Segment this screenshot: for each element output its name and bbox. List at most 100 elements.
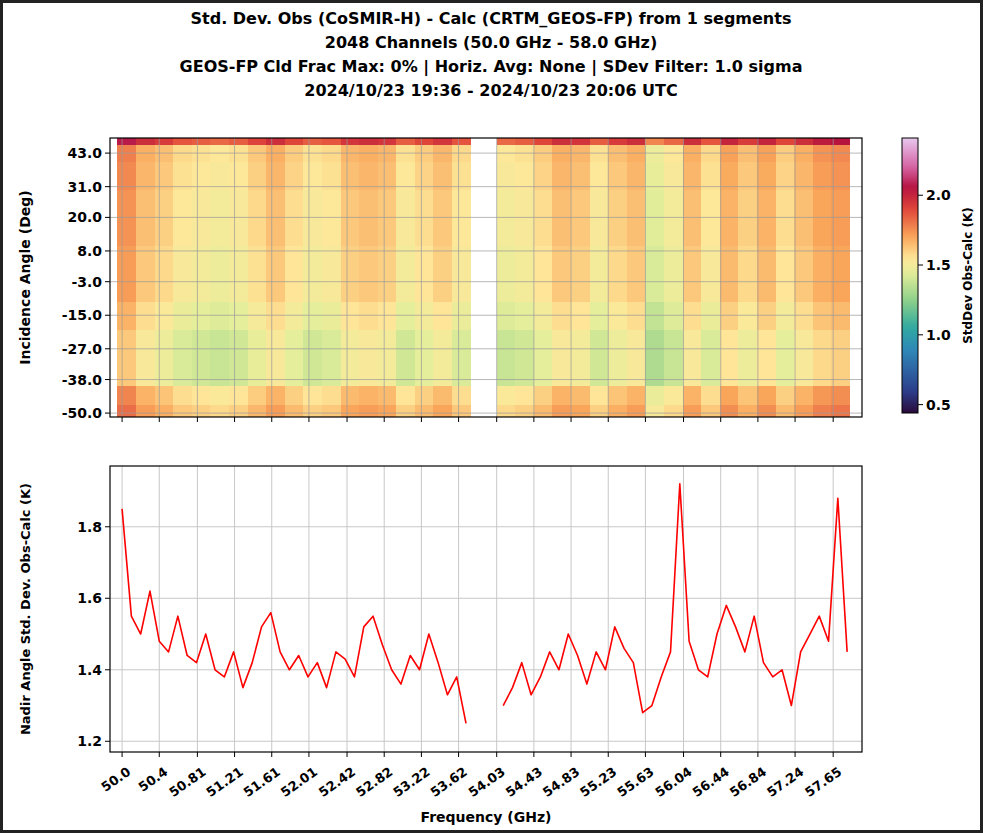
heatmap-cell bbox=[683, 329, 702, 357]
heatmap-cell bbox=[415, 217, 434, 245]
heatmap-cell bbox=[359, 405, 378, 417]
heatmap-cell bbox=[831, 385, 850, 405]
heatmap-cell bbox=[831, 217, 850, 245]
tick-label: -3.0 bbox=[71, 274, 102, 290]
heatmap-cell bbox=[136, 161, 155, 189]
heatmap-cell bbox=[136, 329, 155, 357]
heatmap-cell bbox=[720, 217, 739, 245]
grid-line bbox=[159, 466, 160, 752]
heatmap-cell bbox=[266, 161, 285, 189]
heatmap-cell bbox=[378, 385, 397, 405]
plot-frame bbox=[110, 138, 862, 417]
heatmap-cell bbox=[794, 217, 813, 245]
heatmap-cell bbox=[229, 161, 248, 189]
tick-label: 1.0 bbox=[926, 327, 951, 343]
heatmap-cell bbox=[452, 161, 471, 189]
heatmap-cell bbox=[210, 405, 229, 417]
heatmap-cell bbox=[738, 189, 757, 217]
heatmap-cell bbox=[813, 217, 832, 245]
heatmap-cell bbox=[608, 217, 627, 245]
heatmap-cell bbox=[136, 357, 155, 385]
heatmap-cell bbox=[608, 329, 627, 357]
heatmap-cell bbox=[210, 161, 229, 189]
tick bbox=[384, 417, 385, 422]
tick bbox=[105, 741, 110, 742]
tick-label: 54.43 bbox=[503, 764, 545, 800]
heatmap-cell bbox=[701, 357, 720, 385]
heatmap-cell bbox=[192, 385, 211, 405]
heatmap-cell bbox=[776, 385, 795, 405]
heatmap-cell bbox=[720, 138, 739, 145]
heatmap-cell bbox=[813, 273, 832, 301]
heatmap-cell bbox=[248, 329, 267, 357]
heatmap-cell bbox=[534, 357, 553, 385]
heatmap-cell bbox=[192, 138, 211, 145]
tick bbox=[683, 417, 684, 422]
heatmap-cell bbox=[720, 161, 739, 189]
heatmap-cell bbox=[683, 357, 702, 385]
tick-label: 53.22 bbox=[390, 764, 432, 800]
heatmap-cell bbox=[378, 405, 397, 417]
heatmap-cell bbox=[452, 329, 471, 357]
grid-line bbox=[234, 138, 235, 417]
heatmap-cell bbox=[552, 329, 571, 357]
tick-label: 1.6 bbox=[77, 590, 102, 606]
heatmap-cell bbox=[552, 273, 571, 301]
heatmap-cell bbox=[433, 245, 452, 273]
tick-label: 20.0 bbox=[67, 209, 102, 225]
heatmap-cell bbox=[738, 245, 757, 273]
heatmap-cell bbox=[497, 329, 516, 357]
heatmap-cell bbox=[701, 217, 720, 245]
heatmap-cell bbox=[515, 138, 534, 145]
heatmap-cell bbox=[155, 189, 174, 217]
tick bbox=[918, 195, 923, 196]
heatmap-cell bbox=[248, 273, 267, 301]
heatmap-cell bbox=[757, 329, 776, 357]
heatmap-cell bbox=[794, 385, 813, 405]
heatmap-cell bbox=[452, 189, 471, 217]
heatmap-cell bbox=[534, 405, 553, 417]
grid-line bbox=[384, 466, 385, 752]
heatmap-cell bbox=[683, 161, 702, 189]
axis-title: Frequency (GHz) bbox=[421, 809, 552, 825]
heatmap-cell bbox=[396, 273, 415, 301]
heatmap-cell bbox=[229, 385, 248, 405]
heatmap-cell bbox=[645, 273, 664, 301]
heatmap-cell bbox=[608, 273, 627, 301]
heatmap-cell bbox=[590, 329, 609, 357]
tick-label: 54.83 bbox=[540, 764, 582, 800]
heatmap-cell bbox=[813, 138, 832, 145]
heatmap-cell bbox=[285, 405, 304, 417]
tick bbox=[571, 417, 572, 422]
tick bbox=[645, 752, 646, 757]
tick bbox=[496, 752, 497, 757]
grid-line bbox=[110, 741, 862, 742]
heatmap-cell bbox=[322, 138, 341, 145]
heatmap-cell bbox=[701, 273, 720, 301]
heatmap-cell bbox=[117, 405, 136, 417]
grid-line bbox=[496, 466, 497, 752]
grid-line bbox=[271, 466, 272, 752]
heatmap-cell bbox=[534, 161, 553, 189]
heatmap-cell bbox=[645, 385, 664, 405]
heatmap-cell bbox=[627, 329, 646, 357]
heatmap-cell bbox=[396, 385, 415, 405]
heatmap-cell bbox=[117, 138, 136, 145]
heatmap-cell bbox=[322, 357, 341, 385]
grid-line bbox=[795, 138, 796, 417]
heatmap-cell bbox=[701, 138, 720, 145]
heatmap-cell bbox=[831, 405, 850, 417]
tick bbox=[458, 752, 459, 757]
heatmap-cell bbox=[794, 405, 813, 417]
heatmap-cell bbox=[359, 385, 378, 405]
tick bbox=[421, 752, 422, 757]
heatmap-cell bbox=[590, 217, 609, 245]
grid-line bbox=[347, 466, 348, 752]
grid-line bbox=[458, 138, 459, 417]
heatmap-cell bbox=[248, 217, 267, 245]
tick-label: 56.44 bbox=[690, 764, 732, 800]
grid-line bbox=[757, 466, 758, 752]
heatmap-cell bbox=[136, 138, 155, 145]
grid-line bbox=[110, 348, 862, 349]
heatmap-cell bbox=[266, 189, 285, 217]
